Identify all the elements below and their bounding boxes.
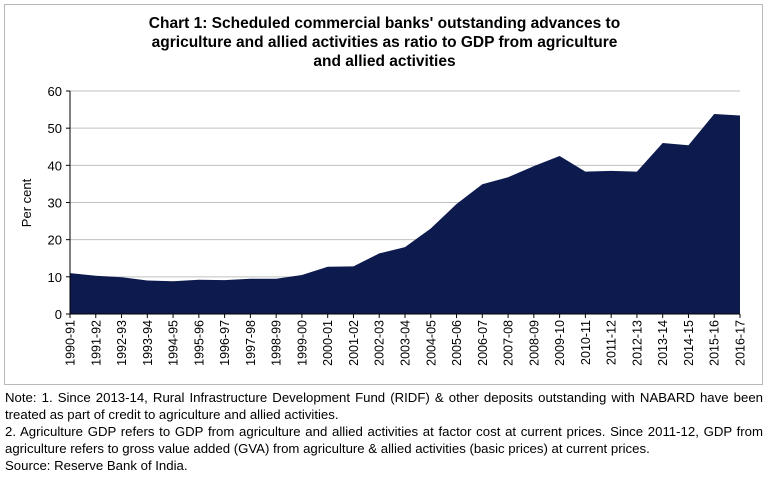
x-tick-label: 2000-01 [321,320,335,366]
x-axis-tick-labels: 1990-91 1991-92 1992-93 1993-94 1994-95 1995-… [64,314,748,366]
y-tick-label: 60 [48,84,62,99]
chart-title-line-3: and allied activities [313,53,456,70]
axes [69,91,740,315]
series-area [70,114,740,314]
x-tick-label: 1996-97 [218,320,232,366]
x-tick-label: 1993-94 [141,320,155,366]
x-tick-label: 1991-92 [89,320,103,366]
y-tick-label: 50 [48,121,62,136]
x-tick-label: 1999-00 [295,320,309,366]
x-tick-label: 2011-12 [605,320,619,365]
note-2: 2. Agriculture GDP refers to GDP from ag… [5,424,763,456]
x-tick-label: 1998-99 [270,320,284,366]
y-tick-label: 0 [55,307,62,322]
chart-title-line-2: agriculture and allied activities as rat… [151,34,618,51]
x-tick-label: 1995-96 [192,320,206,366]
y-axis-label: Per cent [19,178,34,227]
x-tick-label: 1997-98 [244,320,258,366]
x-tick-label: 2004-05 [424,320,438,366]
x-tick-label: 2009-10 [553,320,567,366]
chart-title-line-1: Chart 1: Scheduled commercial banks' out… [148,15,621,32]
y-tick-label: 30 [48,196,62,211]
x-tick-label: 2007-08 [502,320,516,366]
x-tick-label: 2013-14 [656,320,670,366]
x-tick-label: 2010-11 [579,320,593,365]
y-axis-tick-labels: 0 10 20 30 40 50 60 [48,84,70,322]
x-tick-label: 2003-04 [399,320,413,366]
x-tick-label: 2012-13 [630,320,644,366]
x-tick-label: 1992-93 [115,320,129,366]
x-tick-label: 1994-95 [167,320,181,366]
x-tick-label: 1990-91 [64,320,78,366]
x-tick-label: 2001-02 [347,320,361,366]
note-1: Note: 1. Since 2013-14, Rural Infrastruc… [5,390,763,422]
x-tick-label: 2016-17 [734,320,748,366]
y-tick-label: 40 [48,158,62,173]
x-tick-label: 2005-06 [450,320,464,366]
x-tick-label: 2002-03 [373,320,387,366]
y-tick-label: 10 [48,270,62,285]
x-tick-label: 2006-07 [476,320,490,366]
y-tick-label: 20 [48,233,62,248]
source-note: Source: Reserve Bank of India. [5,458,188,473]
x-tick-label: 2008-09 [527,320,541,366]
x-tick-label: 2014-15 [682,320,696,366]
chart-title: Chart 1: Scheduled commercial banks' out… [0,14,769,71]
chart-notes: Note: 1. Since 2013-14, Rural Infrastruc… [5,389,763,474]
x-tick-label: 2015-16 [708,320,722,366]
